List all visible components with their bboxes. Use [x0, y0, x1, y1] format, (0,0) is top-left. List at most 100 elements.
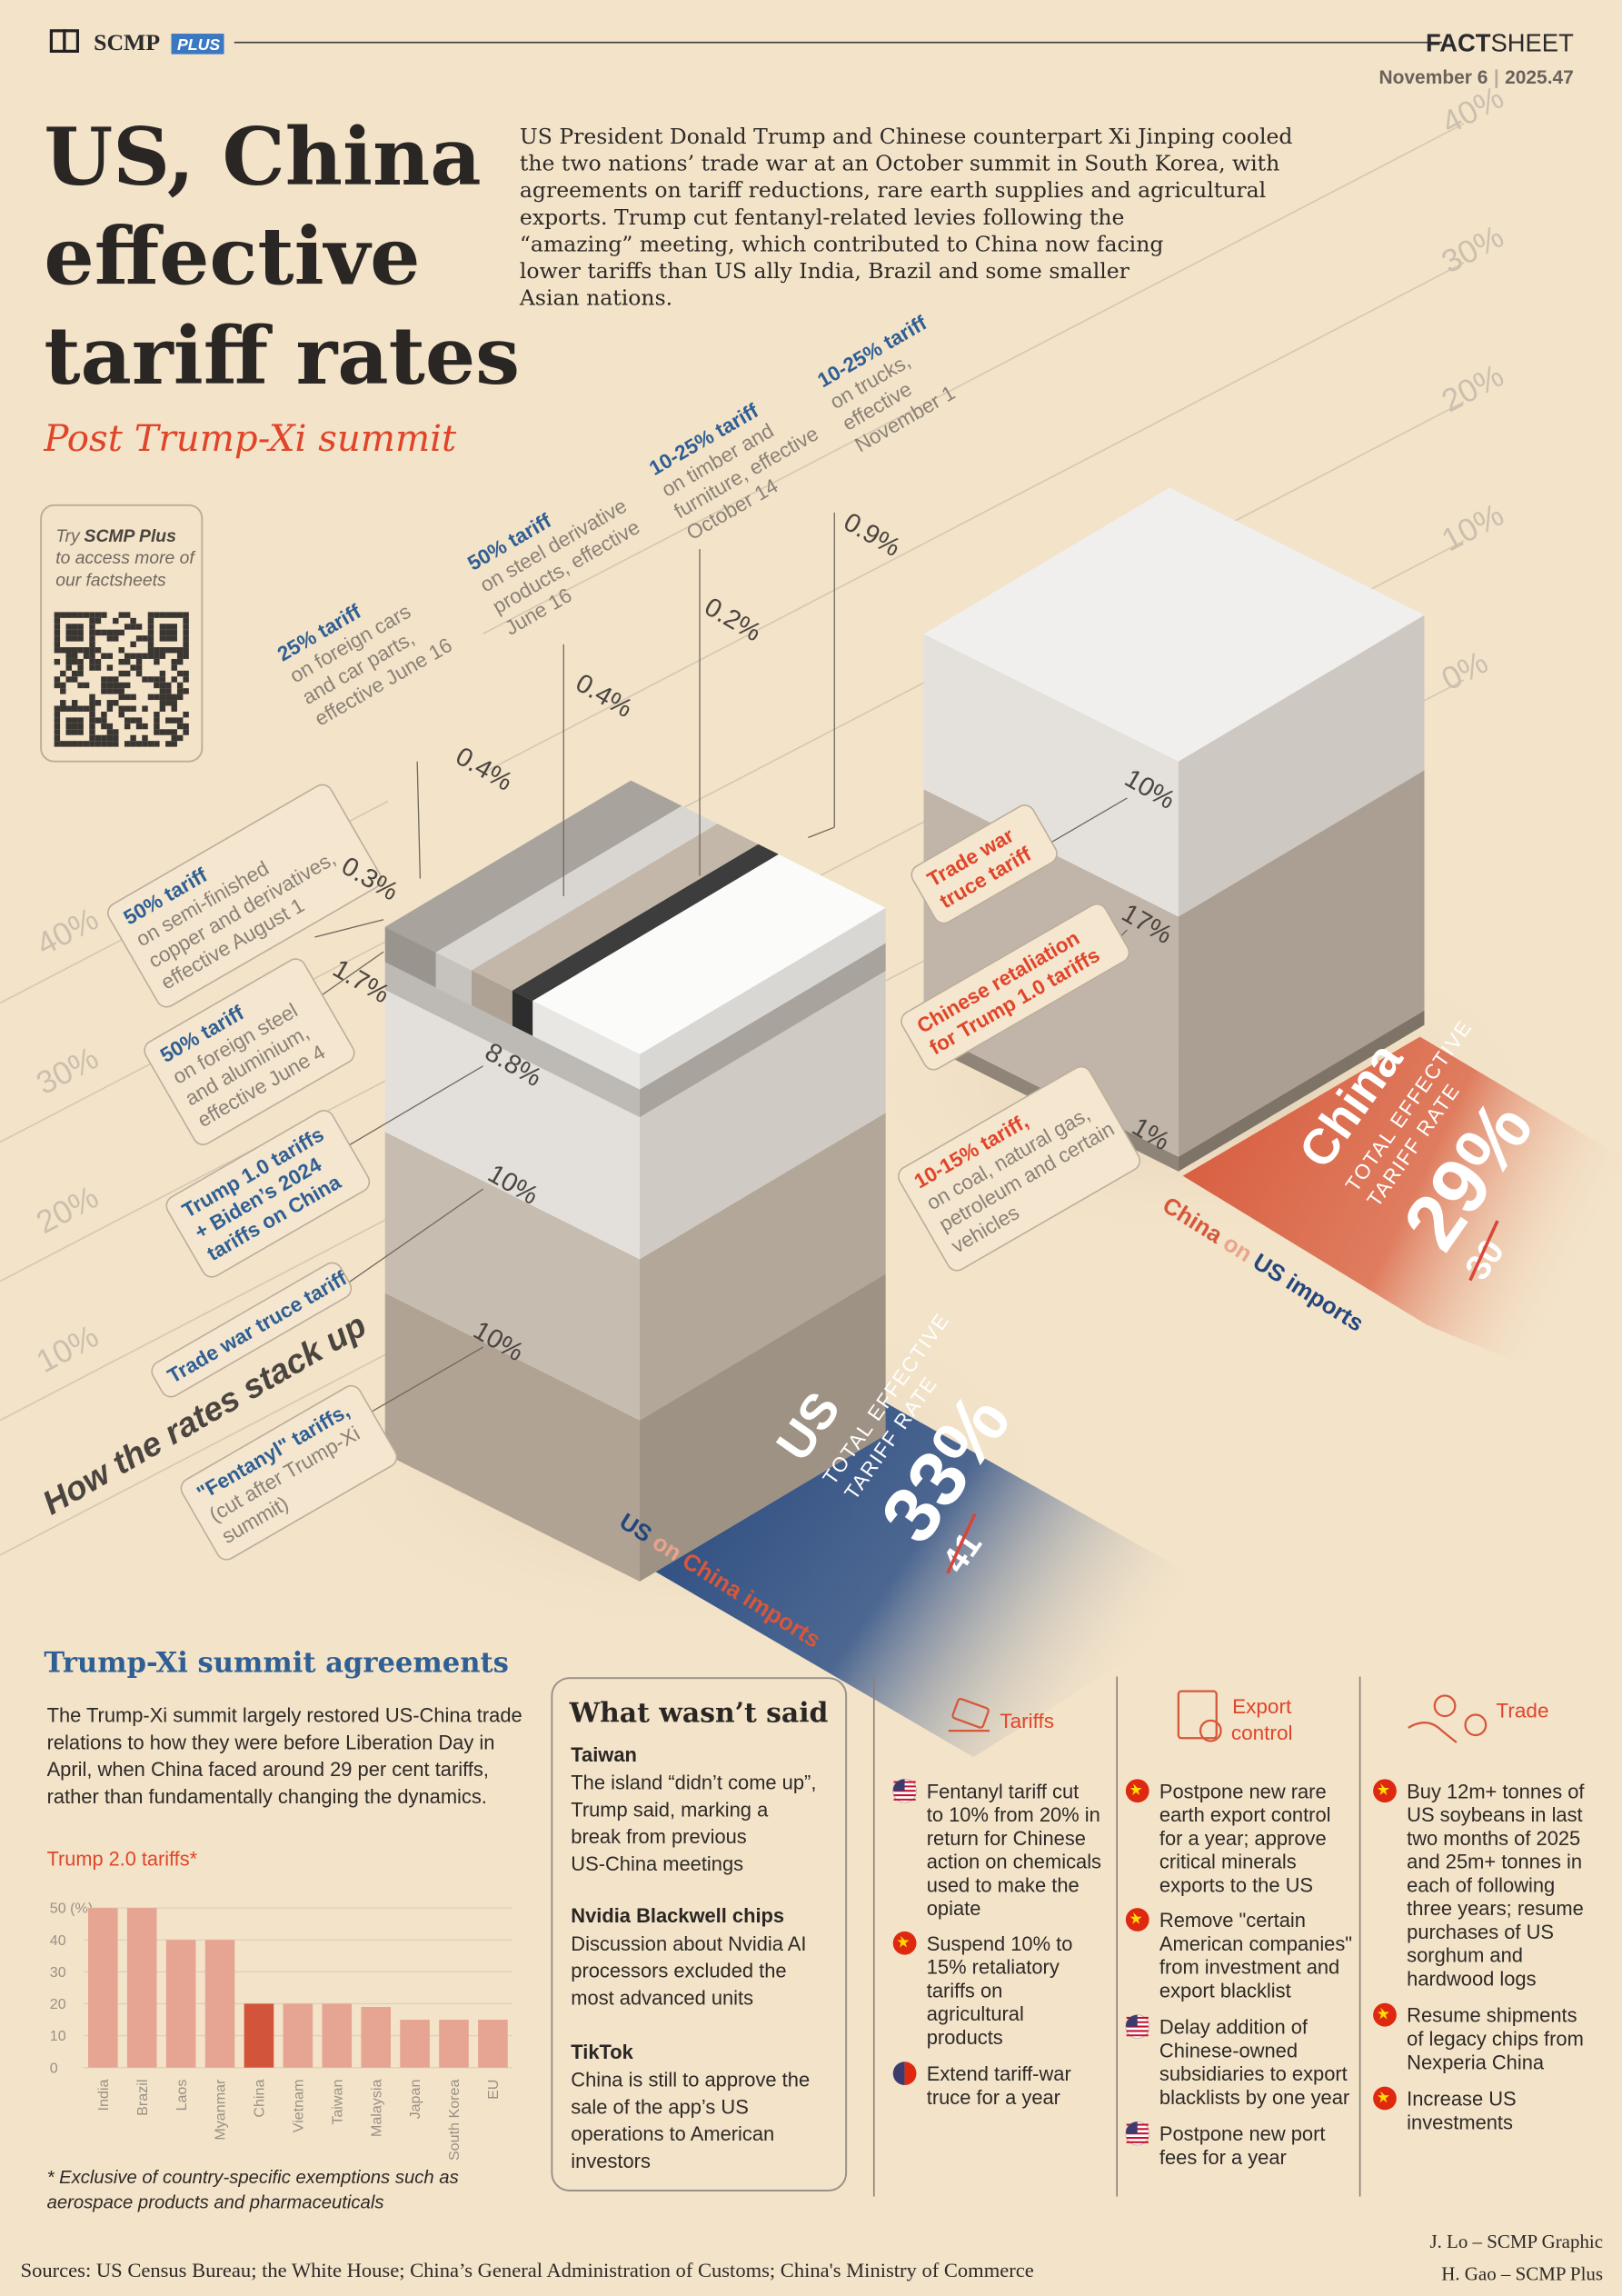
qr-cell [159, 682, 166, 689]
bar [244, 2003, 274, 2068]
flag-star [1377, 2091, 1389, 2103]
qr-cell [77, 670, 84, 677]
us-slab-top [472, 824, 759, 991]
unsaid-title: Taiwan [571, 1743, 637, 1766]
qr-cell [54, 729, 61, 735]
flag-canton [892, 1779, 905, 1792]
item-line: products [927, 2026, 1003, 2049]
qr-cell [171, 658, 177, 665]
qr-cell [54, 717, 61, 724]
qr-cell [101, 711, 107, 718]
item-line: blacklists by one year [1159, 2086, 1349, 2109]
qr-cell [101, 723, 107, 730]
x-tick-label: Brazil [134, 2080, 151, 2116]
qr-cell [142, 723, 148, 730]
qr-cell [54, 624, 61, 630]
qr-cell [159, 700, 166, 706]
qr-cell [176, 734, 184, 742]
qr-cell [77, 682, 84, 689]
qr-cell [171, 629, 177, 636]
x-tick-label: EU [485, 2080, 502, 2100]
bar [165, 1940, 196, 2068]
unsaid-box [551, 1677, 848, 2191]
qr-cell [165, 694, 172, 701]
qr-cell [118, 612, 124, 618]
qr-cell [176, 658, 184, 665]
item-line: Extend tariff-war [927, 2062, 1071, 2085]
qr-cell [118, 670, 124, 677]
qr-cell [171, 734, 177, 742]
qr-cell [124, 717, 131, 724]
qr-cell [130, 705, 136, 712]
qr-cell [135, 658, 143, 665]
y-tick-label: 10 [50, 2028, 66, 2044]
us-layer-right [640, 971, 886, 1260]
item-line: 15% retaliatory [927, 1956, 1060, 1979]
issue: 2025.47 [1505, 67, 1574, 88]
qr-cell [113, 676, 119, 683]
qr-cell [135, 653, 143, 659]
qr-cell [95, 717, 102, 724]
qr-cell [89, 700, 95, 706]
qr-cell [135, 635, 143, 642]
qr-cell [147, 647, 154, 654]
qr-cell [71, 717, 78, 724]
qr-cell [142, 676, 148, 683]
qr-cell [83, 741, 90, 747]
flag-star [1129, 1783, 1142, 1796]
promo-box [40, 504, 204, 763]
y-tick-label: 40 [50, 1932, 66, 1949]
us-flag [892, 1778, 917, 1803]
qr-cell [130, 624, 136, 630]
qr-cell [106, 734, 114, 742]
qr-cell [106, 629, 114, 636]
qr-cell [142, 653, 148, 659]
x-tick-label: South Korea [446, 2080, 463, 2161]
annotation-box [897, 1065, 1141, 1272]
icon-part [1464, 1713, 1488, 1737]
column-heading: Tariffs [1000, 1710, 1054, 1732]
qr-cell [183, 676, 189, 683]
bar [478, 2020, 508, 2068]
qr-cell [183, 647, 189, 654]
qr-cell [60, 741, 66, 747]
intro-line: rather than fundamentally changing the d… [47, 1785, 487, 1808]
qr-cell [176, 647, 184, 654]
qr-cell [142, 734, 148, 742]
qr-cell [65, 664, 72, 671]
qr-cell [101, 612, 107, 618]
us-slab-left [435, 952, 473, 1006]
bar [283, 2003, 313, 2068]
qr-cell [106, 729, 114, 735]
unsaid-line: most advanced units [571, 1986, 753, 2009]
qr-cell [71, 700, 78, 706]
us-slab-left [532, 1001, 641, 1090]
date: November 6 | 2025.47 [1379, 67, 1574, 88]
china-plane [1182, 1036, 1622, 1406]
qr-cell [106, 705, 114, 712]
qr-cell [106, 664, 114, 671]
qr-cell [54, 723, 61, 730]
qr-cell [147, 741, 154, 747]
qr-cell [147, 629, 154, 636]
us-layer-left [384, 1132, 641, 1421]
qr-cell [65, 705, 72, 712]
unsaid-line: sale of the app’s US [571, 2095, 749, 2118]
unsaid-line: US-China meetings [571, 1852, 743, 1875]
qr-cell [71, 647, 78, 654]
plus-badge [171, 34, 224, 55]
us-slab-left [512, 990, 533, 1036]
guide-line [483, 262, 1465, 774]
bar [361, 2006, 391, 2068]
title-line: US, China [44, 110, 481, 204]
qr-cell [124, 694, 131, 701]
qr-code [54, 612, 189, 747]
qr-cell [106, 741, 114, 747]
qr-cell [54, 705, 61, 712]
qr-cell [124, 670, 131, 677]
qr-cell [118, 711, 124, 718]
unsaid-line: Trump said, marking a [571, 1798, 769, 1821]
qr-cell [159, 688, 166, 694]
